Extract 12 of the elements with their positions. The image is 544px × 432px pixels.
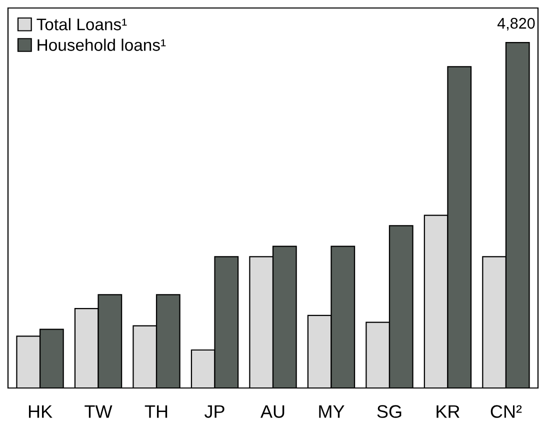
x-tick-label: KR — [436, 405, 460, 418]
x-tick-label: JP — [204, 405, 224, 418]
x-tick-label: HK — [28, 405, 52, 418]
x-tick-label: AU — [260, 405, 284, 418]
x-tick-label: TH — [144, 405, 168, 418]
x-tick-label: CN² — [490, 405, 522, 418]
text: 4,820 — [497, 18, 535, 31]
x-tick-label: TW — [84, 405, 112, 418]
legend-label: Household loans¹ — [38, 38, 166, 51]
legend-label: Total Loans¹ — [36, 18, 127, 30]
x-tick-label: SG — [377, 405, 402, 418]
x-tick-label: MY — [319, 405, 344, 418]
